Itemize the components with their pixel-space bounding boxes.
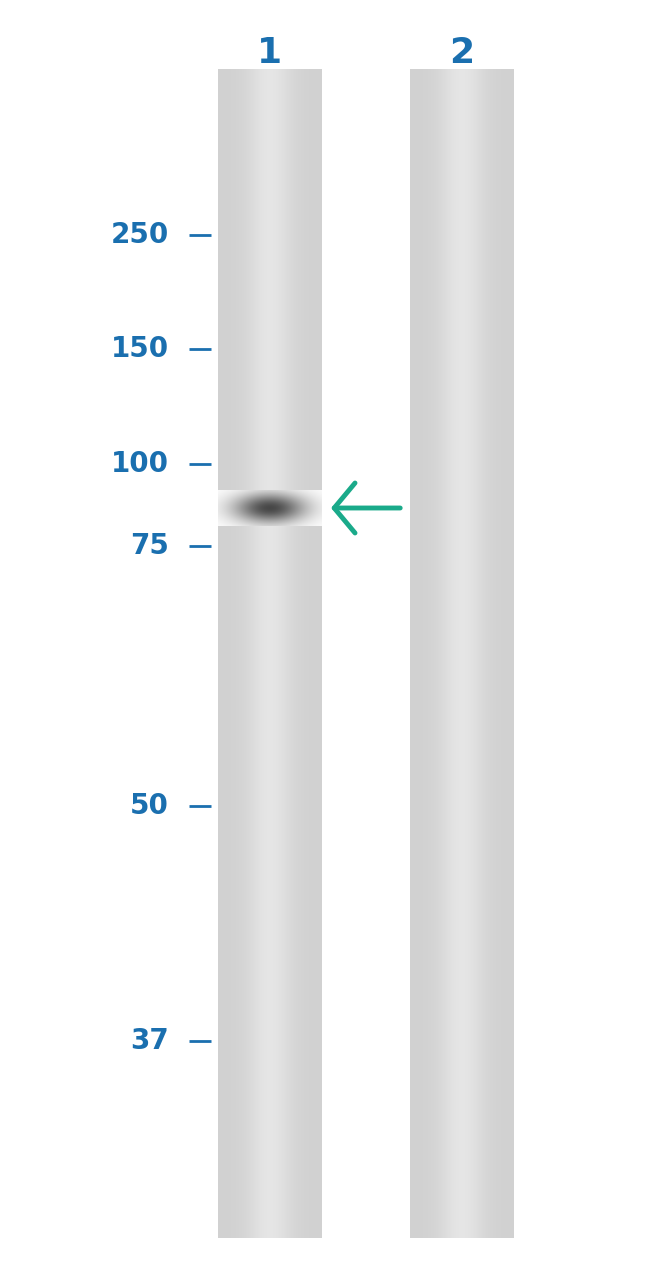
Text: 37: 37 bbox=[130, 1027, 169, 1055]
Text: 75: 75 bbox=[130, 532, 169, 560]
Text: 250: 250 bbox=[111, 221, 169, 249]
Text: 1: 1 bbox=[257, 37, 282, 70]
Text: 2: 2 bbox=[449, 37, 474, 70]
Text: 50: 50 bbox=[130, 792, 169, 820]
Text: 150: 150 bbox=[111, 335, 169, 363]
Text: 100: 100 bbox=[111, 450, 169, 478]
